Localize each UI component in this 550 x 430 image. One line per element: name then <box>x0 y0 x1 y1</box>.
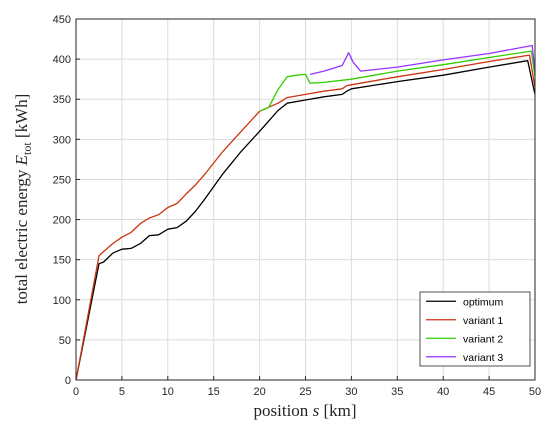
legend-label: variant 1 <box>463 315 503 327</box>
y-tick-label: 400 <box>53 54 71 66</box>
axis-ticks: 0 5 10 15 20 25 30 35 40 45 50 0 50 100 150 200 250 300 35… <box>53 14 541 398</box>
x-tick-label: 30 <box>345 386 357 398</box>
y-axis-label: total electric energy Etot [kWh] <box>12 94 34 305</box>
series-line-1 <box>75 60 536 381</box>
legend: optimum variant 1 variant 2 variant 3 <box>419 291 531 367</box>
x-tick-label: 15 <box>208 386 220 398</box>
legend-box <box>419 291 531 367</box>
legend-label: variant 2 <box>463 333 503 345</box>
y-tick-label: 150 <box>53 255 71 267</box>
y-tick-label: 450 <box>53 14 71 26</box>
y-tick-label: 0 <box>65 375 71 387</box>
x-axis-label: position s [km] <box>254 401 357 420</box>
x-tick-label: 10 <box>162 386 174 398</box>
x-tick-label: 40 <box>437 386 449 398</box>
x-tick-label: 20 <box>253 386 265 398</box>
legend-label: variant 3 <box>463 352 503 364</box>
x-tick-label: 45 <box>483 386 495 398</box>
x-tick-label: 5 <box>119 386 125 398</box>
x-tick-label: 35 <box>391 386 403 398</box>
y-tick-label: 100 <box>53 295 71 307</box>
y-tick-label: 250 <box>53 174 71 186</box>
series-line-3 <box>259 50 536 112</box>
series-line-4 <box>309 44 536 76</box>
y-tick-label: 300 <box>53 134 71 146</box>
legend-label: optimum <box>463 296 504 308</box>
series-line-2 <box>75 54 536 381</box>
y-tick-label: 350 <box>53 94 71 106</box>
x-tick-label: 50 <box>529 386 541 398</box>
data-series <box>75 44 536 381</box>
x-tick-label: 0 <box>73 386 79 398</box>
y-tick-label: 200 <box>53 215 71 227</box>
y-tick-label: 50 <box>59 335 71 347</box>
x-tick-label: 25 <box>299 386 311 398</box>
